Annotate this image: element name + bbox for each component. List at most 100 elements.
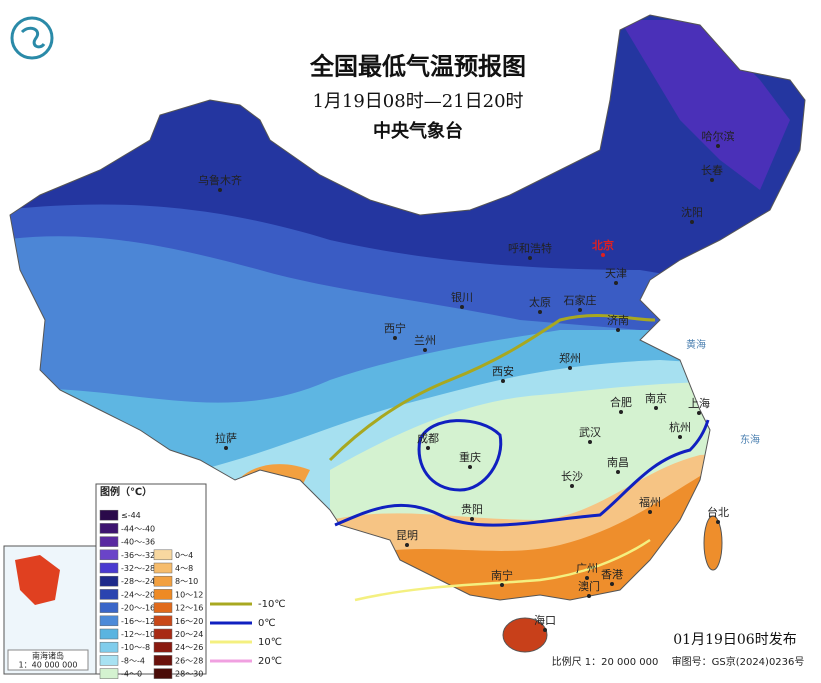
city-dot (426, 446, 430, 450)
legend-label: 10～12 (175, 590, 203, 599)
city-label: 南昌 (607, 456, 629, 469)
legend-swatch (153, 615, 173, 627)
legend-label: -36～-32 (121, 551, 155, 560)
legend-swatch (99, 655, 119, 666)
contour-0-loop (417, 419, 503, 492)
legend-label: -24～-20 (121, 590, 155, 599)
city-dot (218, 188, 222, 192)
city-dot (710, 178, 714, 182)
contour-0 (334, 419, 710, 527)
city-dot (500, 583, 504, 587)
legend-label: 8～10 (175, 577, 198, 586)
legend-swatch (99, 509, 119, 521)
agency: 中央气象台 (373, 120, 463, 142)
city-label: 济南 (607, 313, 629, 327)
city-dot (654, 406, 658, 410)
city-label: 西宁 (384, 321, 406, 335)
logo-mark (20, 26, 46, 49)
city-label: 呼和浩特 (508, 241, 552, 255)
legend-swatch (153, 668, 173, 679)
legend-label: -44～-40 (121, 524, 155, 533)
legend-label: -8～-4 (121, 656, 145, 665)
contour-label: 10℃ (258, 637, 282, 648)
legend-label: -4～0 (121, 670, 142, 679)
legend-label: -10～-8 (121, 643, 150, 652)
legend-swatch (99, 562, 119, 574)
legend-label: 4～8 (175, 564, 193, 573)
contour-minus10 (328, 314, 656, 462)
legend-swatch (153, 655, 173, 666)
city-dot (423, 348, 427, 352)
taiwan (703, 515, 723, 571)
legend-swatch (99, 589, 119, 600)
inset-scale: 1：40 000 000 (19, 661, 78, 670)
city-label: 重庆 (459, 450, 481, 464)
legend-title: 图例（℃） (100, 485, 152, 498)
city-dot (585, 576, 589, 580)
city-dot (568, 366, 572, 370)
legend-swatch (153, 575, 173, 587)
legend-swatch (99, 523, 119, 534)
legend-label: -12～-10 (121, 630, 155, 639)
city-dot (588, 440, 592, 444)
sea-label: 东海 (740, 433, 760, 446)
city-label: 兰州 (414, 334, 436, 347)
city-label: 成都 (417, 432, 439, 445)
city-label: 福州 (639, 495, 661, 509)
legend-swatch (153, 549, 173, 561)
city-label: 长沙 (561, 470, 583, 483)
city-dot (543, 628, 547, 632)
legend-label: -28～-24 (121, 577, 155, 586)
city-dot (393, 336, 397, 340)
city-dot (460, 305, 464, 309)
legend-label: 24～26 (175, 643, 203, 652)
city-label: 香港 (601, 568, 623, 581)
city-dot (601, 253, 605, 257)
city-dot (616, 470, 620, 474)
hainan (502, 617, 548, 653)
legend-swatch (153, 562, 173, 574)
city-dot (538, 310, 542, 314)
legend-label: 12～16 (175, 604, 203, 613)
city-dot (648, 510, 652, 514)
contour-label: -10℃ (258, 599, 286, 610)
legend-label: 28～30 (175, 670, 203, 679)
city-label: 合肥 (610, 395, 632, 409)
legend-swatch (153, 602, 173, 613)
city-dot (405, 543, 409, 547)
city-label: 太原 (529, 296, 551, 309)
city-label: 银川 (451, 290, 473, 304)
legend-swatch (99, 615, 119, 627)
scale: 比例尺 1：20 000 000 (552, 655, 659, 668)
legend-label: 16～20 (175, 617, 203, 626)
inset-label: 南海诸岛 (32, 651, 64, 661)
city-label: 台北 (707, 505, 729, 519)
city-dot (528, 256, 532, 260)
city-dot (570, 484, 574, 488)
legend-label: 0～4 (175, 551, 193, 560)
legend-label: -40～-36 (121, 538, 155, 547)
city-dot (614, 281, 618, 285)
city-label: 北京 (592, 238, 614, 252)
city-label: 长春 (701, 164, 723, 177)
city-dot (578, 308, 582, 312)
city-label: 南宁 (491, 568, 513, 582)
legend-swatch (99, 641, 119, 653)
city-dot (224, 446, 228, 450)
city-label: 昆明 (396, 529, 418, 542)
city-label: 天津 (605, 267, 627, 280)
subtitle: 1月19日08时—21日20时 (312, 91, 523, 112)
city-dot (610, 582, 614, 586)
city-dot (716, 144, 720, 148)
legend-swatch (153, 589, 173, 600)
city-dot (616, 328, 620, 332)
city-label: 贵阳 (461, 503, 483, 516)
city-dot (470, 517, 474, 521)
legend-swatch (99, 628, 119, 640)
city-label: 哈尔滨 (702, 129, 735, 143)
legend-swatch (153, 641, 173, 653)
border (9, 14, 806, 601)
legend-label: -20～-16 (121, 604, 155, 613)
inset: 南海诸岛 1：40 000 000 (3, 545, 97, 675)
